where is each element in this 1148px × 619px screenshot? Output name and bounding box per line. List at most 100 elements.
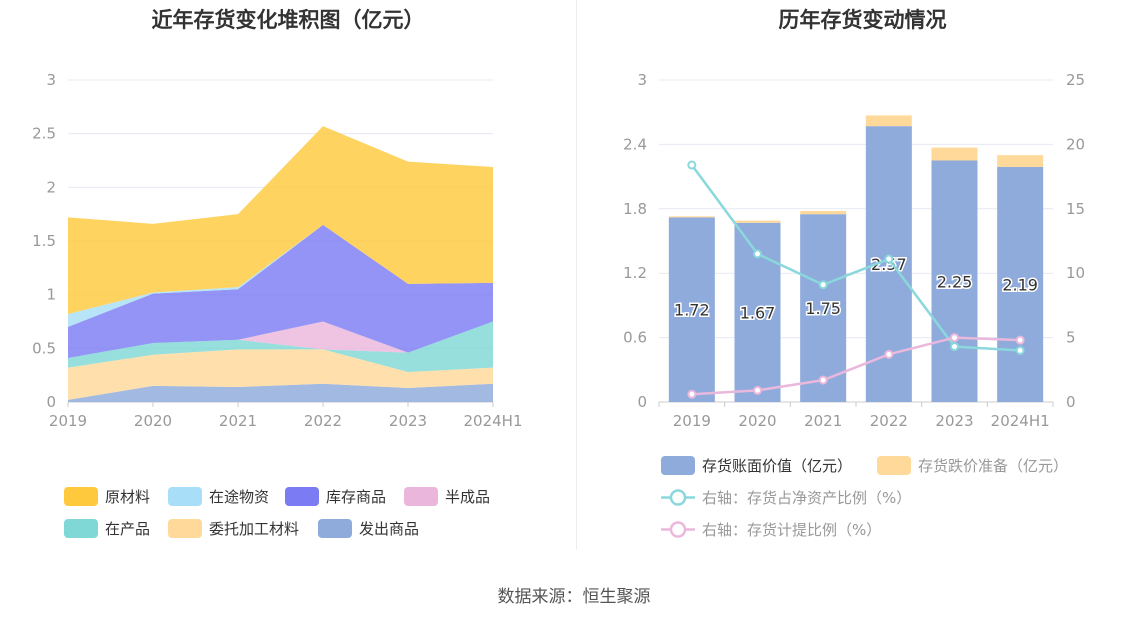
area-y-tick-label: 2.5 (32, 125, 56, 143)
bar-x-tick-label: 2021 (804, 412, 842, 430)
bar-value-labels: 1.72 1.67 1.752.572.25 2.19 (673, 254, 1040, 324)
bar-left-axis: 0 0.6 1.2 1.8 2.4 3 (623, 71, 647, 411)
bar-legend-item[interactable]: 存货跌价准备（亿元） (877, 455, 1068, 476)
bar-y2-tick-label: 0 (1066, 393, 1076, 411)
bar-impairment (997, 155, 1044, 167)
line-point (753, 249, 762, 259)
legend-label: 在途物资 (209, 488, 270, 506)
bar-impairment (865, 115, 912, 127)
bar-x-tick-label: 2020 (738, 412, 776, 430)
bar-legend-item[interactable]: 右轴：存货占净资产比例（%） (661, 487, 911, 508)
line-point (950, 333, 959, 343)
bar-y2-tick-label: 10 (1066, 264, 1085, 282)
bar-value-label: 1.75 (805, 299, 841, 318)
legend-label: 存货账面价值（亿元） (702, 457, 853, 475)
legend-swatch (285, 487, 319, 506)
legend-label: 在产品 (105, 520, 151, 538)
line-point (1015, 345, 1025, 355)
area-layer-raw-materials (68, 126, 493, 314)
area-x-tick-label: 2022 (304, 412, 342, 430)
panel-divider (576, 0, 577, 550)
line-point (687, 160, 697, 170)
line-point (818, 280, 828, 290)
bar-x-tick-label: 2023 (935, 412, 973, 430)
bar-x-axis: 2019 2020 2021 2022 2023 2024H1 (658, 402, 1054, 430)
stacked-area-panel: 近年存货变化堆积图（亿元） 0 0.5 1 1.5 2 2.5 3 2019 2020 2021… (0, 0, 576, 550)
bar-line-title: 历年存货变动情况 (778, 8, 947, 32)
line-point (1015, 335, 1025, 345)
area-layer-semi-finished (68, 321, 493, 358)
area-layer-consigned-materials (68, 349, 493, 400)
bar-y-tick-label: 3 (637, 71, 647, 89)
line-point (818, 375, 828, 385)
legend-line-swatch (661, 521, 695, 538)
line-ratio-net-assets (690, 164, 1021, 352)
bar-book-value (800, 214, 847, 402)
bar-impairment (668, 216, 715, 218)
area-layer-in-process (68, 321, 493, 372)
data-source-note: 数据来源：恒生聚源 (497, 587, 651, 607)
bar-legend-item[interactable]: 右轴：存货计提比例（%） (661, 519, 881, 540)
area-x-axis: 2019 2020 2021 2022 2023 2024H1 (49, 402, 523, 430)
legend-swatch (661, 456, 695, 475)
area-legend-item[interactable]: 发出商品 (318, 518, 419, 539)
legend-line-swatch (661, 489, 695, 506)
bar-y-tick-label: 1.2 (623, 264, 647, 282)
legend-swatch (168, 487, 202, 506)
bar-x-tick-label: 2022 (870, 412, 908, 430)
bar-y2-tick-label: 25 (1066, 71, 1085, 89)
legend-label: 委托加工材料 (209, 520, 300, 538)
line-point (884, 254, 894, 264)
stacked-area-chart: 0 0.5 1 1.5 2 2.5 3 2019 2020 2021 2022 2023 2024H1 (32, 71, 523, 430)
bar-book-value (931, 160, 978, 402)
area-x-tick-label: 2019 (49, 412, 87, 430)
legend-label: 发出商品 (359, 520, 420, 538)
area-y-tick-label: 0.5 (32, 339, 56, 357)
area-layer-shipped-goods (68, 383, 493, 402)
bar-value-label: 1.72 (674, 301, 710, 320)
area-legend-item[interactable]: 在途物资 (168, 486, 269, 507)
area-y-tick-label: 3 (46, 71, 56, 89)
bar-book-value (668, 217, 715, 402)
legend-swatch (404, 487, 438, 506)
legend-swatch (64, 487, 98, 506)
area-legend-item[interactable]: 原材料 (64, 486, 150, 507)
bar-y-tick-label: 2.4 (623, 135, 647, 153)
bar-legend-item[interactable]: 存货账面价值（亿元） (661, 455, 852, 476)
legend-label: 库存商品 (326, 488, 387, 506)
area-y-tick-label: 1 (46, 286, 56, 304)
area-legend-item[interactable]: 在产品 (64, 518, 150, 539)
bar-y2-tick-label: 15 (1066, 200, 1085, 218)
area-x-tick-label: 2020 (134, 412, 172, 430)
bar-line-panel: 历年存货变动情况 1.72 1.67 1.75 2.57 2.25 2.19 0 0.6 1.… (577, 0, 1148, 550)
legend-label: 半成品 (445, 488, 491, 506)
legend-swatch (64, 519, 98, 538)
stacked-area-title: 近年存货变化堆积图（亿元） (151, 8, 425, 32)
legend-swatch (318, 519, 352, 538)
area-x-tick-label: 2024H1 (464, 412, 523, 430)
bar-x-tick-label: 2019 (673, 412, 711, 430)
bar-y-tick-label: 0 (637, 393, 647, 411)
bar-y-tick-label: 1.8 (623, 200, 647, 218)
area-y-tick-label: 2 (46, 178, 56, 196)
area-x-tick-label: 2021 (219, 412, 257, 430)
bar-right-axis: 0 5 10 15 20 25 (1066, 71, 1085, 411)
line-point (884, 349, 894, 359)
area-legend-item[interactable]: 库存商品 (285, 486, 386, 507)
line-point (753, 385, 762, 395)
bar-value-label: 2.19 (1002, 275, 1038, 294)
legend-swatch (168, 519, 202, 538)
area-layers (68, 126, 493, 402)
area-legend-item[interactable]: 半成品 (404, 486, 490, 507)
legend-label: 右轴：存货占净资产比例（%） (702, 489, 912, 507)
bar-y-tick-label: 0.6 (623, 329, 647, 347)
bar-impairment (734, 220, 781, 223)
bar-lines (687, 160, 1025, 399)
line-provision-ratio (691, 336, 1021, 396)
line-point (687, 389, 697, 399)
area-layer-inventory-goods (68, 224, 493, 358)
area-y-tick-label: 0 (46, 393, 56, 411)
bar-book-value (997, 166, 1044, 402)
area-legend-item[interactable]: 委托加工材料 (168, 518, 299, 539)
area-y-axis: 0 0.5 1 1.5 2 2.5 3 (32, 71, 56, 411)
